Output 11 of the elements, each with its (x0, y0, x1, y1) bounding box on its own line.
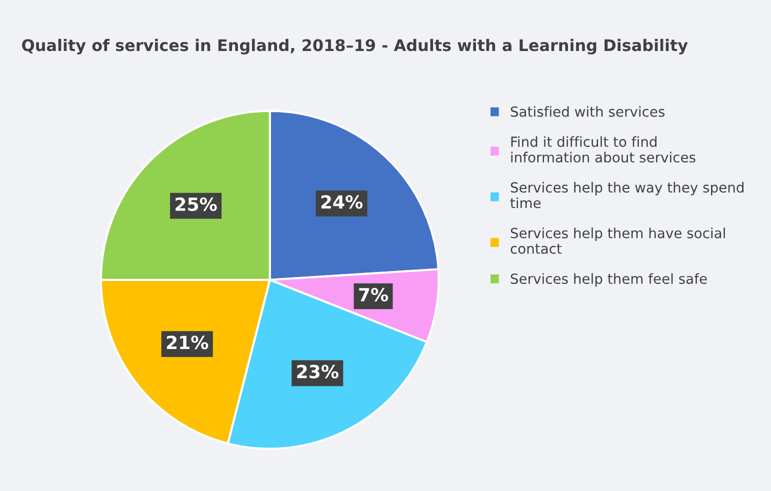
chart-title: Quality of services in England, 2018–19 - Adults with a Learning Disability (22, 38, 688, 54)
legend-label: Services help them feel safe (510, 273, 707, 287)
data-label: 7% (359, 288, 388, 302)
data-label: 24% (321, 195, 363, 209)
legend-label: Satisfied with services (510, 106, 665, 117)
data-label: 23% (297, 364, 338, 378)
legend-label: Services help the way they spend time (510, 182, 744, 208)
data-label: 25% (176, 197, 217, 212)
legend-label: Find it difficult to find information about services (511, 136, 696, 163)
data-label: 21% (166, 336, 208, 350)
legend-label: Services help them have social contact (510, 228, 725, 254)
